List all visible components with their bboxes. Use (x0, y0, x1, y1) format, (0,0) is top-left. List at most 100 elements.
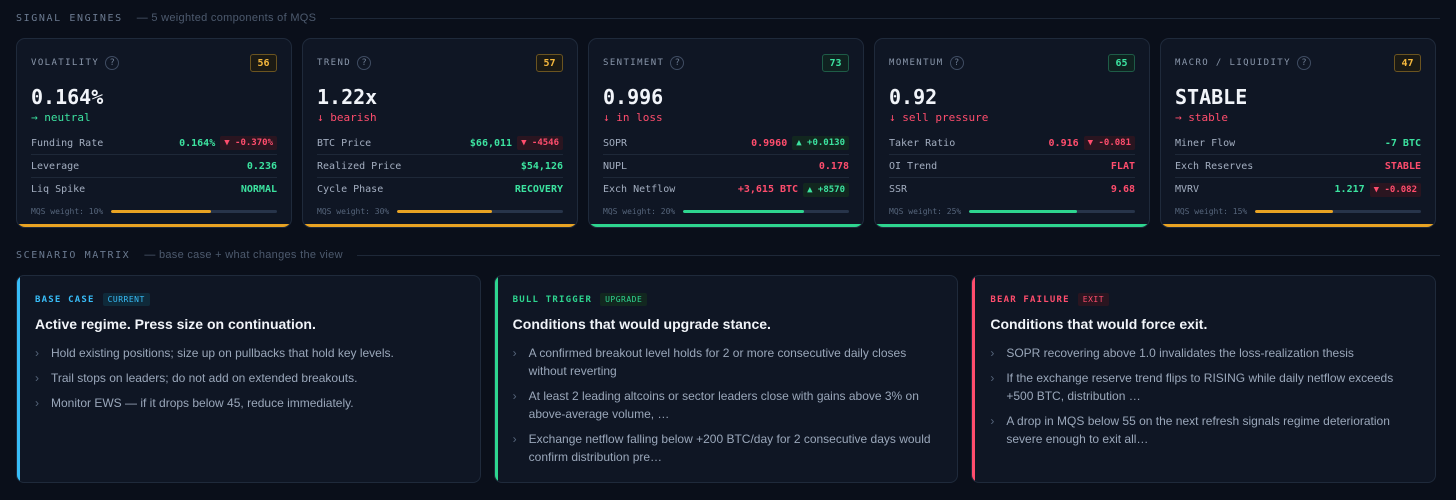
metric-label: MVRV (1175, 184, 1200, 195)
metric-value: 0.9960 (751, 137, 788, 149)
weight-bar-fill (397, 210, 492, 213)
scenario-title: Active regime. Press size on continuatio… (35, 316, 316, 332)
engine-card: SENTIMENT? 73 0.996 ↓ in loss SOPR 0.9960 ▲ +0… (588, 38, 864, 228)
scenario-bullets: Hold existing positions; size up on pull… (35, 344, 462, 412)
engine-name: MACRO / LIQUIDITY? (1175, 56, 1311, 70)
score-badge: 56 (250, 54, 277, 72)
weight-label: MQS weight: 30% (317, 207, 390, 216)
score-badge: 73 (822, 54, 849, 72)
help-icon[interactable]: ? (357, 56, 372, 70)
metric-values: 9.68 (1111, 184, 1135, 195)
metric-row: Exch Netflow +3,615 BTC ▲ +8570 (603, 178, 849, 201)
change-chip: ▲ +8570 (803, 182, 849, 197)
metric-row: SOPR 0.9960 ▲ +0.0130 (603, 132, 849, 155)
metric-list: BTC Price $66,011 ▼ -4546 Realized Price $54… (317, 132, 563, 201)
metric-row: NUPL 0.178 (603, 155, 849, 178)
engine-direction: → neutral (31, 111, 91, 124)
metric-list: Taker Ratio 0.916 ▼ -0.081 OI Trend FLAT SSR 9… (889, 132, 1135, 201)
metric-values: $66,011 ▼ -4546 (470, 136, 563, 150)
engine-name-label: SENTIMENT (603, 58, 665, 68)
engine-direction: ↓ in loss (603, 111, 663, 124)
mqs-weight: MQS weight: 20% (603, 207, 849, 216)
metric-row: Funding Rate 0.164% ▼ -0.370% (31, 132, 277, 155)
change-chip: ▼ -4546 (517, 136, 563, 150)
help-icon[interactable]: ? (949, 56, 964, 70)
weight-bar (397, 210, 563, 213)
engine-cards: VOLATILITY? 56 0.164% → neutral Funding Rate… (16, 38, 1436, 228)
weight-label: MQS weight: 20% (603, 207, 676, 216)
engine-name: SENTIMENT? (603, 56, 685, 70)
engine-direction: ↓ sell pressure (889, 111, 989, 124)
metric-values: +3,615 BTC ▲ +8570 (738, 182, 849, 197)
scenario-matrix-header: SCENARIO MATRIX — base case + what chang… (16, 249, 1440, 261)
engine-card: TREND? 57 1.22x ↓ bearish BTC Price $66,011 ▼ … (302, 38, 578, 228)
scenario-bullets: SOPR recovering above 1.0 invalidates th… (990, 344, 1417, 448)
metric-row: BTC Price $66,011 ▼ -4546 (317, 132, 563, 155)
weight-bar-fill (969, 210, 1077, 213)
engine-header: VOLATILITY? 56 (31, 53, 277, 73)
metric-list: SOPR 0.9960 ▲ +0.0130 NUPL 0.178 Exch Netflow… (603, 132, 849, 201)
metric-row: Realized Price $54,126 (317, 155, 563, 178)
list-item: SOPR recovering above 1.0 invalidates th… (990, 344, 1417, 362)
metric-values: $54,126 (521, 161, 563, 172)
metric-row: MVRV 1.217 ▼ -0.082 (1175, 178, 1421, 201)
engine-value: 0.92 (889, 85, 938, 109)
weight-bar (1255, 210, 1421, 213)
engine-name-label: MOMENTUM (889, 58, 944, 68)
engine-name-label: VOLATILITY (31, 58, 100, 68)
metric-row: Exch Reserves STABLE (1175, 155, 1421, 178)
change-chip: ▲ +0.0130 (792, 136, 849, 150)
signal-engines-header: SIGNAL ENGINES — 5 weighted components o… (16, 12, 1440, 24)
metric-value: STABLE (1384, 160, 1421, 172)
mqs-weight: MQS weight: 30% (317, 207, 563, 216)
metric-value: 9.68 (1110, 184, 1135, 195)
section-divider (356, 254, 1440, 256)
engine-value: STABLE (1175, 85, 1248, 109)
scenario-status-badge: EXIT (1077, 293, 1110, 306)
mqs-weight: MQS weight: 15% (1175, 207, 1421, 216)
engine-direction: ↓ bearish (317, 111, 377, 124)
engine-name: MOMENTUM? (889, 56, 964, 70)
metric-values: 0.164% ▼ -0.370% (179, 136, 277, 150)
list-item: Hold existing positions; size up on pull… (35, 344, 462, 362)
help-icon[interactable]: ? (670, 56, 685, 70)
metric-values: 1.217 ▼ -0.082 (1335, 182, 1421, 197)
scenario-tag-label: BEAR FAILURE (990, 294, 1070, 305)
engine-value: 0.996 (603, 85, 664, 109)
metric-row: Leverage 0.236 (31, 155, 277, 178)
metric-value: FLAT (1110, 160, 1135, 172)
metric-list: Funding Rate 0.164% ▼ -0.370% Leverage 0.236… (31, 132, 277, 201)
metric-label: NUPL (603, 160, 628, 172)
metric-values: 0.236 (247, 161, 277, 172)
scenario-tag-label: BASE CASE (35, 294, 95, 305)
list-item: At least 2 leading altcoins or sector le… (513, 387, 940, 423)
metric-row: Liq Spike NORMAL (31, 178, 277, 201)
metric-values: 0.9960 ▲ +0.0130 (751, 136, 849, 150)
mqs-weight: MQS weight: 25% (889, 207, 1135, 216)
weight-bar (969, 210, 1135, 213)
scenario-title: Conditions that would upgrade stance. (512, 316, 771, 332)
metric-values: -7 BTC (1385, 138, 1421, 149)
engine-name: VOLATILITY? (31, 56, 120, 70)
engine-card: VOLATILITY? 56 0.164% → neutral Funding Rate… (16, 38, 292, 228)
engine-header: MACRO / LIQUIDITY? 47 (1175, 53, 1421, 73)
engine-name-label: MACRO / LIQUIDITY (1175, 58, 1291, 68)
engine-name-label: TREND (317, 58, 352, 68)
score-badge: 65 (1108, 54, 1135, 72)
section-subtitle: — base case + what changes the view (144, 249, 343, 261)
scenario-card: BULL TRIGGER UPGRADE Conditions that would… (493, 275, 959, 483)
metric-values: FLAT (1111, 161, 1135, 172)
metric-label: Miner Flow (1175, 137, 1236, 149)
metric-values: NORMAL (241, 184, 277, 195)
metric-value: 0.236 (246, 160, 277, 172)
change-chip: ▼ -0.082 (1369, 182, 1421, 197)
engine-header: SENTIMENT? 73 (603, 53, 849, 73)
scenario-title: Conditions that would force exit. (990, 316, 1208, 332)
help-icon[interactable]: ? (1296, 56, 1311, 70)
weight-bar-fill (683, 210, 805, 213)
weight-label: MQS weight: 25% (889, 207, 962, 216)
scenario-card: BEAR FAILURE EXIT Conditions that would fo… (971, 275, 1437, 483)
scenario-tag: BASE CASE CURRENT (35, 293, 462, 306)
help-icon[interactable]: ? (105, 56, 120, 70)
metric-row: Taker Ratio 0.916 ▼ -0.081 (889, 132, 1135, 155)
